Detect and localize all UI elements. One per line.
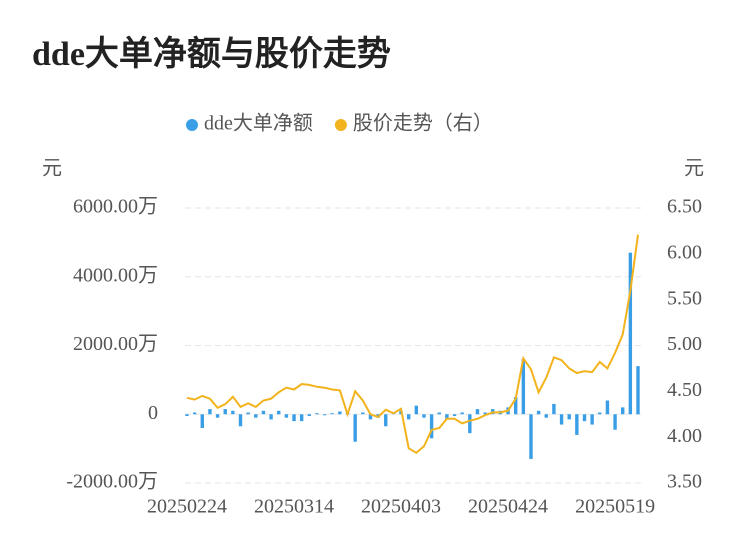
bar (575, 414, 579, 435)
bar (475, 409, 480, 415)
price-line (186, 234, 639, 455)
bar (483, 412, 487, 415)
y2-tick-label: 5.00 (667, 333, 702, 355)
bar (605, 400, 610, 415)
bar (468, 414, 472, 434)
bar (536, 410, 541, 415)
bar (513, 397, 518, 415)
x-tick-label: 20250424 (468, 496, 548, 518)
bar (307, 414, 312, 416)
legend-label: 股价走势（右） (353, 112, 493, 135)
bar (361, 412, 365, 415)
bar (254, 414, 258, 418)
bar (406, 414, 411, 420)
y-axis-label: 元 (42, 158, 62, 180)
bar (598, 412, 602, 415)
y2-tick-label: 6.50 (667, 196, 702, 218)
bar (567, 414, 571, 420)
bar (322, 414, 327, 416)
bar (429, 414, 434, 439)
x-tick-label: 20250519 (575, 496, 655, 518)
bar (445, 414, 449, 420)
y-tick-label: 0 (148, 402, 158, 424)
bar (277, 410, 281, 415)
bar (452, 414, 457, 416)
legend-marker (186, 119, 198, 131)
bar (368, 414, 373, 420)
bar (223, 409, 227, 415)
bar (552, 403, 556, 415)
bar (636, 366, 640, 415)
bar (215, 414, 220, 418)
bar (315, 413, 319, 415)
bar (582, 414, 587, 422)
chart-title: dde大单净额与股价走势 (32, 35, 391, 73)
bar (269, 414, 273, 420)
bar (231, 410, 235, 415)
bar (185, 414, 189, 416)
bar (422, 414, 426, 418)
x-tick-label: 20250403 (361, 496, 441, 518)
y2-tick-label: 5.50 (667, 287, 702, 309)
x-tick-label: 20250224 (147, 496, 227, 518)
bar (590, 414, 594, 425)
y2-axis-label: 元 (684, 158, 704, 180)
bar (246, 412, 250, 415)
legend-marker (334, 119, 347, 131)
y2-tick-label: 4.00 (667, 425, 702, 447)
bar (384, 414, 388, 427)
bar (353, 414, 357, 442)
bar (621, 407, 625, 415)
y-tick-label: 6000.00万 (73, 196, 158, 218)
bar (460, 412, 464, 415)
bar (338, 411, 342, 415)
y-tick-label: 2000.00万 (73, 333, 158, 355)
bar (628, 252, 633, 415)
y2-tick-label: 4.50 (667, 379, 702, 401)
bar (437, 412, 441, 415)
bar (559, 414, 564, 425)
bar (613, 414, 617, 430)
bar (299, 414, 304, 422)
y2-tick-label: 6.00 (667, 241, 702, 263)
y2-tick-label: 3.50 (667, 471, 702, 493)
bar (192, 412, 197, 415)
bar (200, 414, 204, 428)
y-tick-label: 4000.00万 (73, 264, 158, 286)
bar (414, 405, 419, 415)
bar (529, 414, 533, 459)
legend-label: dde大单净额 (204, 112, 313, 135)
bar (292, 414, 296, 422)
bar (238, 414, 243, 427)
bar (208, 409, 212, 415)
bar (261, 410, 266, 415)
bar (330, 413, 334, 415)
x-tick-label: 20250314 (254, 496, 334, 518)
bar (521, 359, 526, 415)
y-tick-label: -2000.00万 (66, 471, 158, 493)
bar (544, 414, 548, 418)
bar (284, 414, 289, 418)
